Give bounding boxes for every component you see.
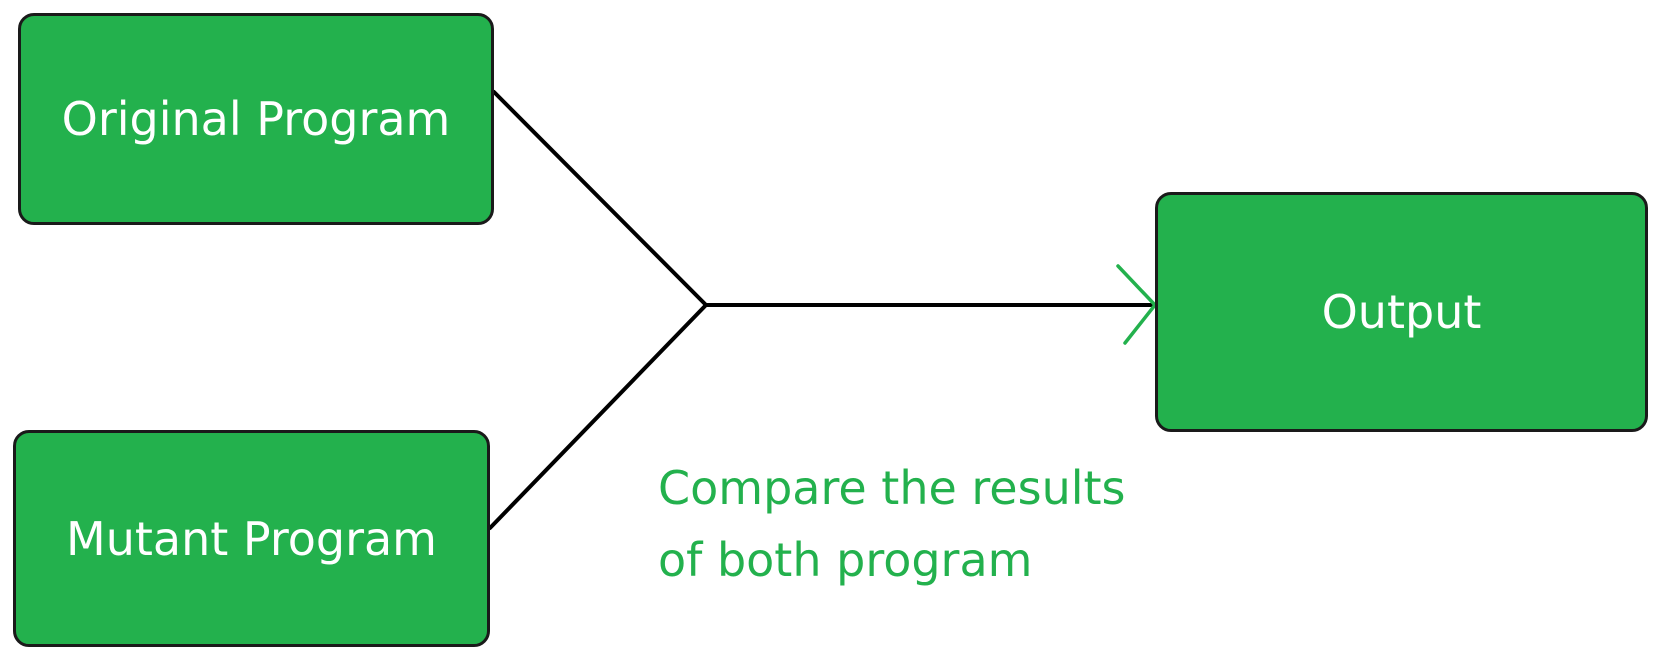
original-program-label: Original Program [61, 92, 451, 146]
compare-caption: Compare the results of both program [658, 452, 1198, 596]
output-label: Output [1321, 285, 1482, 339]
original-program-node: Original Program [18, 13, 494, 225]
mutant-program-label: Mutant Program [66, 511, 437, 566]
caption-line-2: of both program [658, 533, 1033, 587]
caption-line-1: Compare the results [658, 461, 1126, 515]
mutant-program-node: Mutant Program [13, 430, 490, 647]
edge-mutant-to-junction [488, 303, 708, 530]
output-node: Output [1155, 192, 1648, 432]
edge-original-to-junction [492, 90, 708, 307]
